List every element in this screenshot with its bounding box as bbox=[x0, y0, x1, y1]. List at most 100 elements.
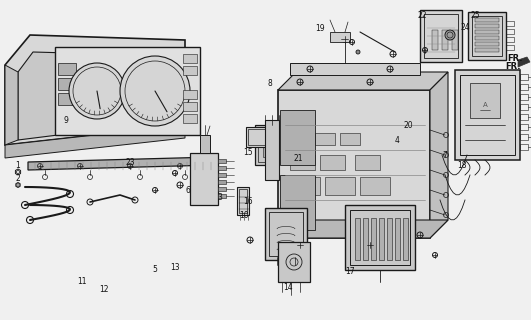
Polygon shape bbox=[5, 125, 185, 158]
Bar bbox=[278, 242, 310, 282]
Bar bbox=[269, 212, 303, 256]
Bar bbox=[58, 78, 76, 90]
Bar bbox=[183, 90, 197, 99]
Text: 12: 12 bbox=[99, 285, 109, 294]
Bar bbox=[442, 30, 448, 50]
Polygon shape bbox=[18, 52, 178, 140]
Bar bbox=[460, 75, 515, 155]
Text: A: A bbox=[483, 102, 487, 108]
Bar bbox=[58, 63, 76, 75]
Bar bbox=[290, 63, 420, 75]
Polygon shape bbox=[278, 72, 448, 90]
Bar bbox=[290, 155, 315, 170]
Text: 22: 22 bbox=[417, 11, 427, 20]
Bar bbox=[520, 124, 528, 130]
Bar bbox=[239, 189, 247, 213]
Bar bbox=[360, 177, 390, 195]
Bar bbox=[183, 66, 197, 75]
Text: 14: 14 bbox=[283, 284, 293, 292]
Bar bbox=[520, 144, 528, 150]
Bar bbox=[455, 70, 520, 160]
Bar bbox=[183, 102, 197, 111]
Bar bbox=[263, 133, 268, 157]
Bar bbox=[506, 45, 514, 50]
Bar bbox=[475, 36, 499, 40]
Bar bbox=[290, 177, 320, 195]
Bar bbox=[520, 74, 528, 80]
Text: 16: 16 bbox=[243, 197, 253, 206]
Bar bbox=[345, 205, 415, 270]
Bar bbox=[265, 120, 279, 180]
Text: 20: 20 bbox=[403, 121, 413, 130]
Bar bbox=[475, 48, 499, 52]
Bar bbox=[340, 133, 360, 145]
Text: FR.: FR. bbox=[506, 61, 521, 70]
Circle shape bbox=[356, 50, 360, 54]
Bar bbox=[506, 29, 514, 34]
Text: 7: 7 bbox=[442, 150, 448, 159]
Text: 13: 13 bbox=[170, 263, 180, 273]
Circle shape bbox=[120, 56, 190, 126]
Bar bbox=[520, 94, 528, 100]
Bar bbox=[520, 114, 528, 120]
Polygon shape bbox=[5, 35, 185, 145]
Bar bbox=[420, 10, 462, 62]
Text: 9: 9 bbox=[64, 116, 68, 124]
Polygon shape bbox=[518, 57, 530, 67]
Bar bbox=[280, 175, 315, 230]
Bar bbox=[284, 133, 289, 157]
Bar bbox=[280, 110, 315, 165]
Circle shape bbox=[445, 30, 455, 40]
Bar bbox=[520, 104, 528, 110]
Text: 18: 18 bbox=[457, 161, 467, 170]
Bar bbox=[58, 93, 76, 105]
Bar bbox=[218, 166, 226, 170]
Text: 2: 2 bbox=[15, 173, 20, 182]
Bar bbox=[403, 218, 408, 260]
Bar bbox=[248, 129, 266, 145]
Bar bbox=[218, 187, 226, 191]
Bar bbox=[472, 16, 502, 56]
Bar bbox=[183, 54, 197, 63]
Bar bbox=[452, 30, 458, 50]
Bar bbox=[506, 37, 514, 42]
Polygon shape bbox=[278, 220, 448, 238]
Bar bbox=[468, 12, 506, 60]
Bar bbox=[55, 47, 200, 135]
Bar bbox=[237, 187, 249, 215]
Polygon shape bbox=[28, 157, 215, 170]
Bar bbox=[387, 218, 392, 260]
Polygon shape bbox=[5, 65, 18, 145]
Bar bbox=[218, 194, 226, 198]
Bar bbox=[255, 125, 293, 165]
Text: 11: 11 bbox=[77, 277, 87, 286]
Bar bbox=[218, 173, 226, 177]
Bar bbox=[277, 133, 282, 157]
Text: 1: 1 bbox=[15, 161, 20, 170]
Bar bbox=[183, 114, 197, 123]
Text: 25: 25 bbox=[470, 11, 480, 20]
Bar bbox=[350, 210, 410, 265]
Bar bbox=[363, 218, 368, 260]
Bar bbox=[265, 208, 307, 260]
Bar bbox=[270, 133, 275, 157]
Text: 23: 23 bbox=[125, 157, 135, 166]
Bar bbox=[475, 42, 499, 46]
Text: 10: 10 bbox=[239, 212, 249, 220]
Bar bbox=[355, 155, 380, 170]
Polygon shape bbox=[278, 90, 430, 238]
Bar bbox=[200, 135, 210, 153]
Bar bbox=[475, 18, 499, 22]
Text: 8: 8 bbox=[268, 78, 272, 87]
Text: 6: 6 bbox=[185, 186, 191, 195]
Bar bbox=[258, 128, 290, 162]
Bar bbox=[432, 30, 438, 50]
Bar bbox=[218, 159, 226, 163]
Bar bbox=[379, 218, 384, 260]
Bar bbox=[330, 32, 350, 42]
Text: 5: 5 bbox=[152, 266, 157, 275]
Bar bbox=[290, 133, 310, 145]
Bar bbox=[520, 84, 528, 90]
Bar bbox=[475, 24, 499, 28]
Bar bbox=[424, 14, 458, 58]
